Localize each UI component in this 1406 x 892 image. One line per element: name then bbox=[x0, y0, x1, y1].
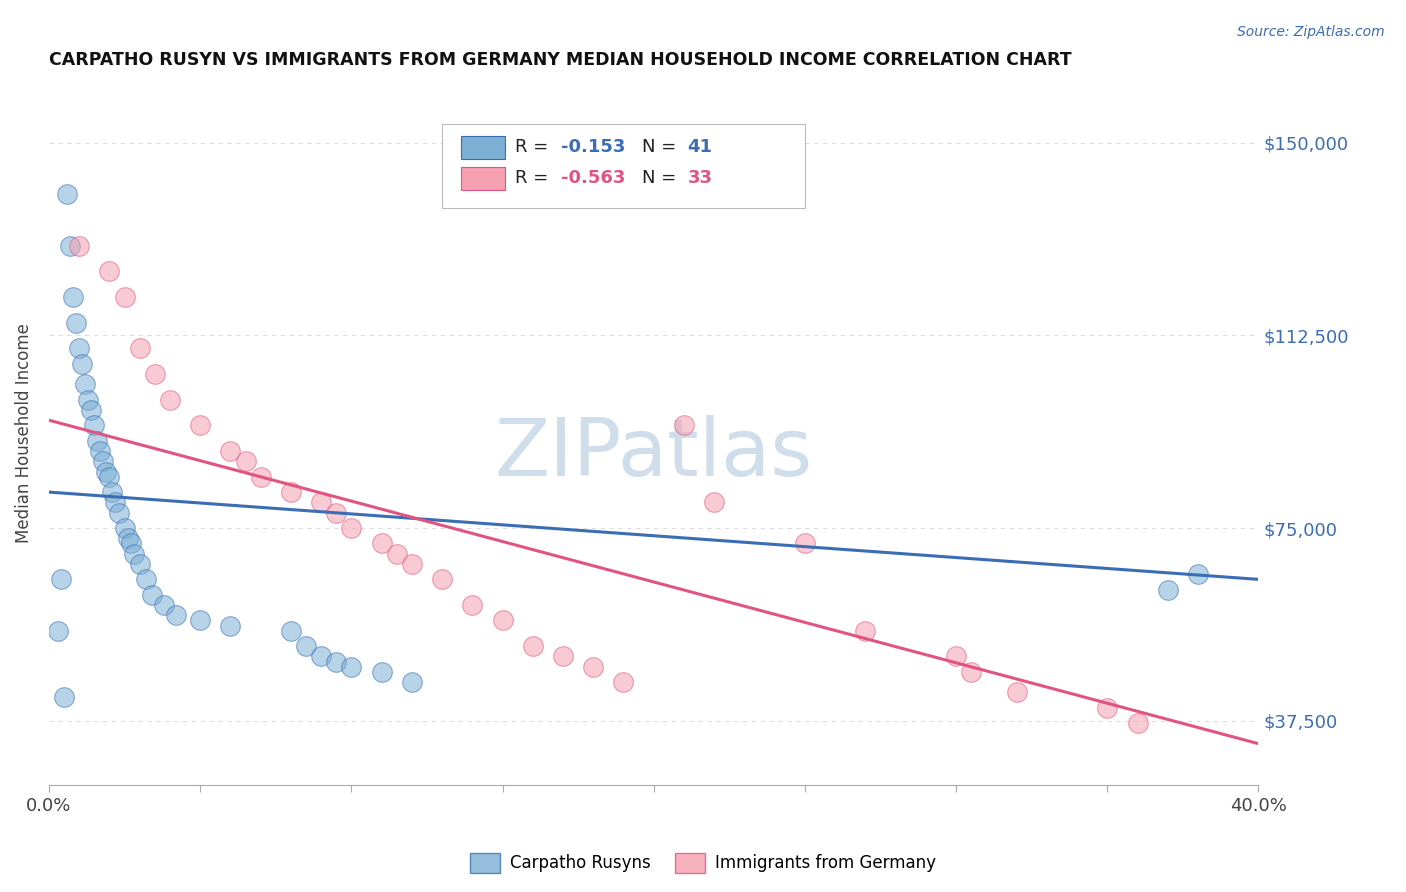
Point bbox=[295, 639, 318, 653]
Point bbox=[370, 665, 392, 679]
Point bbox=[165, 608, 187, 623]
Point bbox=[83, 418, 105, 433]
Point bbox=[325, 655, 347, 669]
Point bbox=[309, 495, 332, 509]
Text: CARPATHO RUSYN VS IMMIGRANTS FROM GERMANY MEDIAN HOUSEHOLD INCOME CORRELATION CH: CARPATHO RUSYN VS IMMIGRANTS FROM GERMAN… bbox=[49, 51, 1071, 69]
Point bbox=[793, 536, 815, 550]
Text: R =: R = bbox=[515, 138, 554, 156]
Point bbox=[59, 238, 82, 252]
Point bbox=[98, 469, 121, 483]
Point bbox=[219, 444, 242, 458]
Point bbox=[280, 485, 302, 500]
Point bbox=[325, 506, 347, 520]
Point bbox=[104, 495, 127, 509]
Point bbox=[117, 531, 139, 545]
Point bbox=[385, 547, 408, 561]
Point bbox=[135, 573, 157, 587]
Point bbox=[672, 418, 695, 433]
FancyBboxPatch shape bbox=[441, 124, 804, 208]
Point bbox=[340, 521, 363, 535]
Point bbox=[120, 536, 142, 550]
Point bbox=[401, 557, 423, 571]
Point bbox=[67, 238, 90, 252]
Point bbox=[93, 454, 115, 468]
Point bbox=[107, 506, 129, 520]
Point bbox=[89, 444, 111, 458]
Point bbox=[153, 598, 176, 612]
Point bbox=[62, 290, 84, 304]
Point bbox=[122, 547, 145, 561]
Text: 33: 33 bbox=[688, 169, 713, 187]
Point bbox=[70, 357, 93, 371]
Y-axis label: Median Household Income: Median Household Income bbox=[15, 323, 32, 543]
Point bbox=[1126, 716, 1149, 731]
Point bbox=[159, 392, 181, 407]
Point bbox=[77, 392, 100, 407]
Point bbox=[1005, 685, 1028, 699]
Point bbox=[56, 187, 79, 202]
Point bbox=[945, 649, 967, 664]
Point bbox=[53, 690, 76, 705]
Point bbox=[98, 264, 121, 278]
Point bbox=[461, 598, 484, 612]
Text: N =: N = bbox=[641, 138, 682, 156]
Point bbox=[1097, 700, 1119, 714]
Point bbox=[249, 469, 271, 483]
Point bbox=[67, 342, 90, 356]
Legend: Carpatho Rusyns, Immigrants from Germany: Carpatho Rusyns, Immigrants from Germany bbox=[463, 847, 943, 880]
Point bbox=[401, 675, 423, 690]
Point bbox=[430, 573, 453, 587]
Point bbox=[128, 557, 150, 571]
Point bbox=[1157, 582, 1180, 597]
Point bbox=[86, 434, 108, 448]
Point bbox=[101, 485, 124, 500]
Point bbox=[75, 377, 97, 392]
Point bbox=[280, 624, 302, 638]
Point bbox=[853, 624, 876, 638]
Point bbox=[114, 290, 136, 304]
FancyBboxPatch shape bbox=[461, 167, 505, 190]
Point bbox=[309, 649, 332, 664]
Point bbox=[96, 465, 118, 479]
Text: ZIPatlas: ZIPatlas bbox=[495, 415, 813, 493]
Text: N =: N = bbox=[641, 169, 682, 187]
Text: -0.153: -0.153 bbox=[561, 138, 624, 156]
Text: -0.563: -0.563 bbox=[561, 169, 624, 187]
Point bbox=[188, 614, 211, 628]
FancyBboxPatch shape bbox=[461, 136, 505, 159]
Point bbox=[1187, 567, 1209, 582]
Point bbox=[46, 624, 69, 638]
Text: R =: R = bbox=[515, 169, 554, 187]
Text: 41: 41 bbox=[688, 138, 713, 156]
Point bbox=[80, 403, 103, 417]
Point bbox=[703, 495, 725, 509]
Point bbox=[49, 573, 72, 587]
Point bbox=[235, 454, 257, 468]
Point bbox=[960, 665, 983, 679]
Text: Source: ZipAtlas.com: Source: ZipAtlas.com bbox=[1237, 25, 1385, 39]
Point bbox=[582, 659, 605, 673]
Point bbox=[114, 521, 136, 535]
Point bbox=[522, 639, 544, 653]
Point bbox=[65, 316, 87, 330]
Point bbox=[141, 588, 163, 602]
Point bbox=[188, 418, 211, 433]
Point bbox=[128, 342, 150, 356]
Point bbox=[491, 614, 513, 628]
Point bbox=[340, 659, 363, 673]
Point bbox=[370, 536, 392, 550]
Point bbox=[551, 649, 574, 664]
Point bbox=[219, 618, 242, 632]
Point bbox=[143, 367, 166, 381]
Point bbox=[612, 675, 634, 690]
